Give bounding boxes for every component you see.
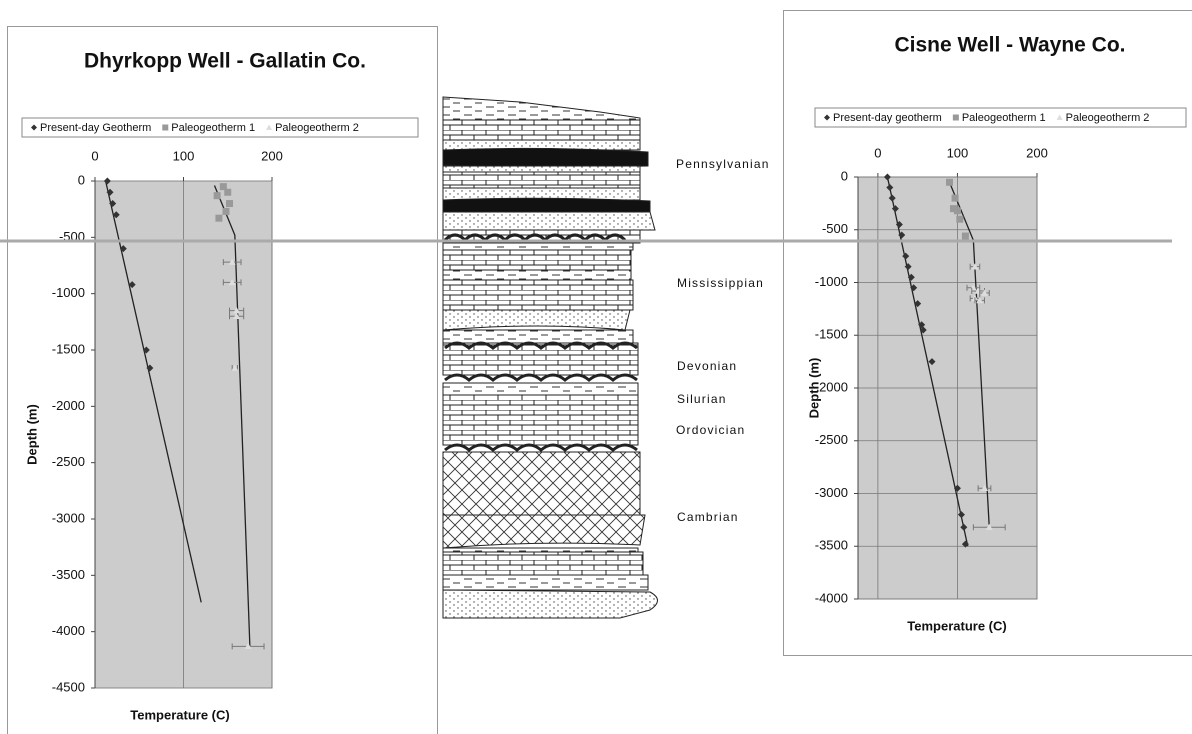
marker <box>954 207 961 214</box>
y-tick-label: 0 <box>78 172 85 187</box>
x-axis-label: Temperature (C) <box>907 618 1006 633</box>
x-tick-label: 200 <box>261 148 283 163</box>
period-label: Ordovician <box>676 423 745 437</box>
marker <box>214 192 221 199</box>
rock-layer <box>443 212 655 230</box>
y-tick-label: -1000 <box>52 285 85 300</box>
rock-layer <box>443 120 640 140</box>
period-label: Cambrian <box>677 510 739 524</box>
legend-label: Present-day Geotherm <box>40 122 151 134</box>
legend-label: Paleogeotherm 1 <box>962 112 1046 124</box>
y-axis-label: Depth (m) <box>806 358 821 419</box>
figure: Pennsylvanian Mississippian Devonian Sil… <box>0 0 1192 734</box>
y-tick-label: -3000 <box>52 510 85 525</box>
y-tick-label: -3000 <box>815 485 848 500</box>
rock-layer <box>443 243 633 250</box>
y-tick-label: -3500 <box>815 538 848 553</box>
unconformity <box>445 445 637 450</box>
period-label: Silurian <box>677 392 727 406</box>
x-tick-label: 200 <box>1026 145 1048 160</box>
y-tick-label: 0 <box>841 168 848 183</box>
legend-marker <box>953 115 959 121</box>
y-axis-label: Depth (m) <box>24 404 39 465</box>
rock-layer <box>443 172 640 188</box>
marker <box>956 216 963 223</box>
rock-layer <box>443 515 645 548</box>
legend-label: Paleogeotherm 1 <box>171 122 255 134</box>
x-tick-label: 100 <box>947 145 969 160</box>
marker <box>946 179 953 186</box>
period-label: Mississippian <box>677 276 764 290</box>
y-tick-label: -4000 <box>52 623 85 638</box>
rock-layer <box>443 270 631 280</box>
marker <box>962 233 969 240</box>
rock-layer <box>443 395 638 445</box>
y-tick-label: -1500 <box>52 341 85 356</box>
marker <box>952 195 959 202</box>
rock-layer <box>443 452 640 515</box>
rock-layer <box>443 166 640 172</box>
period-label: Devonian <box>677 359 737 373</box>
y-tick-label: -2500 <box>815 432 848 447</box>
y-tick-label: -500 <box>822 221 848 236</box>
rock-layer <box>443 575 648 590</box>
x-axis-label: Temperature (C) <box>130 707 229 722</box>
rock-layer <box>443 280 633 310</box>
legend-label: Paleogeotherm 2 <box>275 122 359 134</box>
y-tick-label: -2000 <box>52 398 85 413</box>
marker <box>215 215 222 222</box>
rock-layer <box>443 310 630 330</box>
legend-label: Paleogeotherm 2 <box>1066 112 1150 124</box>
y-tick-label: -2500 <box>52 454 85 469</box>
rock-layer <box>443 590 658 618</box>
y-tick-label: -4500 <box>52 679 85 694</box>
chart-title: Cisne Well - Wayne Co. <box>894 34 1125 57</box>
y-tick-label: -1000 <box>815 274 848 289</box>
legend-marker <box>162 125 168 131</box>
rock-layer <box>443 250 631 270</box>
rock-layer <box>443 383 638 395</box>
legend-label: Present-day geotherm <box>833 112 942 124</box>
y-tick-label: -4000 <box>815 590 848 605</box>
stratigraphic-column <box>443 97 658 618</box>
period-label: Pennsylvanian <box>676 157 770 171</box>
rock-layer <box>443 548 638 552</box>
marker <box>226 200 233 207</box>
rock-layer <box>443 97 640 120</box>
chart-title: Dhyrkopp Well - Gallatin Co. <box>84 50 366 73</box>
x-tick-label: 100 <box>173 148 195 163</box>
rock-layer <box>443 148 648 167</box>
rock-layer <box>443 330 633 343</box>
unconformity <box>445 375 637 380</box>
y-tick-label: -1500 <box>815 327 848 342</box>
marker <box>222 208 229 215</box>
y-tick-label: -3500 <box>52 567 85 582</box>
rock-layer <box>443 552 643 575</box>
x-tick-label: 0 <box>874 145 881 160</box>
marker <box>224 189 231 196</box>
x-tick-label: 0 <box>91 148 98 163</box>
